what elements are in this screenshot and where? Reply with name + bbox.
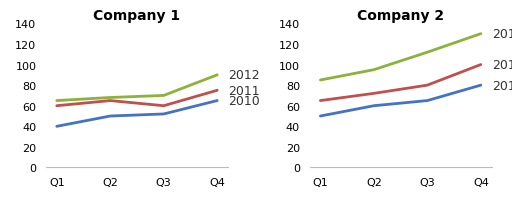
Text: 2010: 2010 — [228, 95, 260, 107]
Text: 2012: 2012 — [228, 69, 260, 82]
Text: 2011: 2011 — [228, 84, 260, 97]
Title: Company 2: Company 2 — [357, 9, 444, 23]
Title: Company 1: Company 1 — [93, 9, 181, 23]
Text: 2012: 2012 — [492, 28, 512, 41]
Text: 2010: 2010 — [492, 79, 512, 92]
Text: 2011: 2011 — [492, 59, 512, 72]
